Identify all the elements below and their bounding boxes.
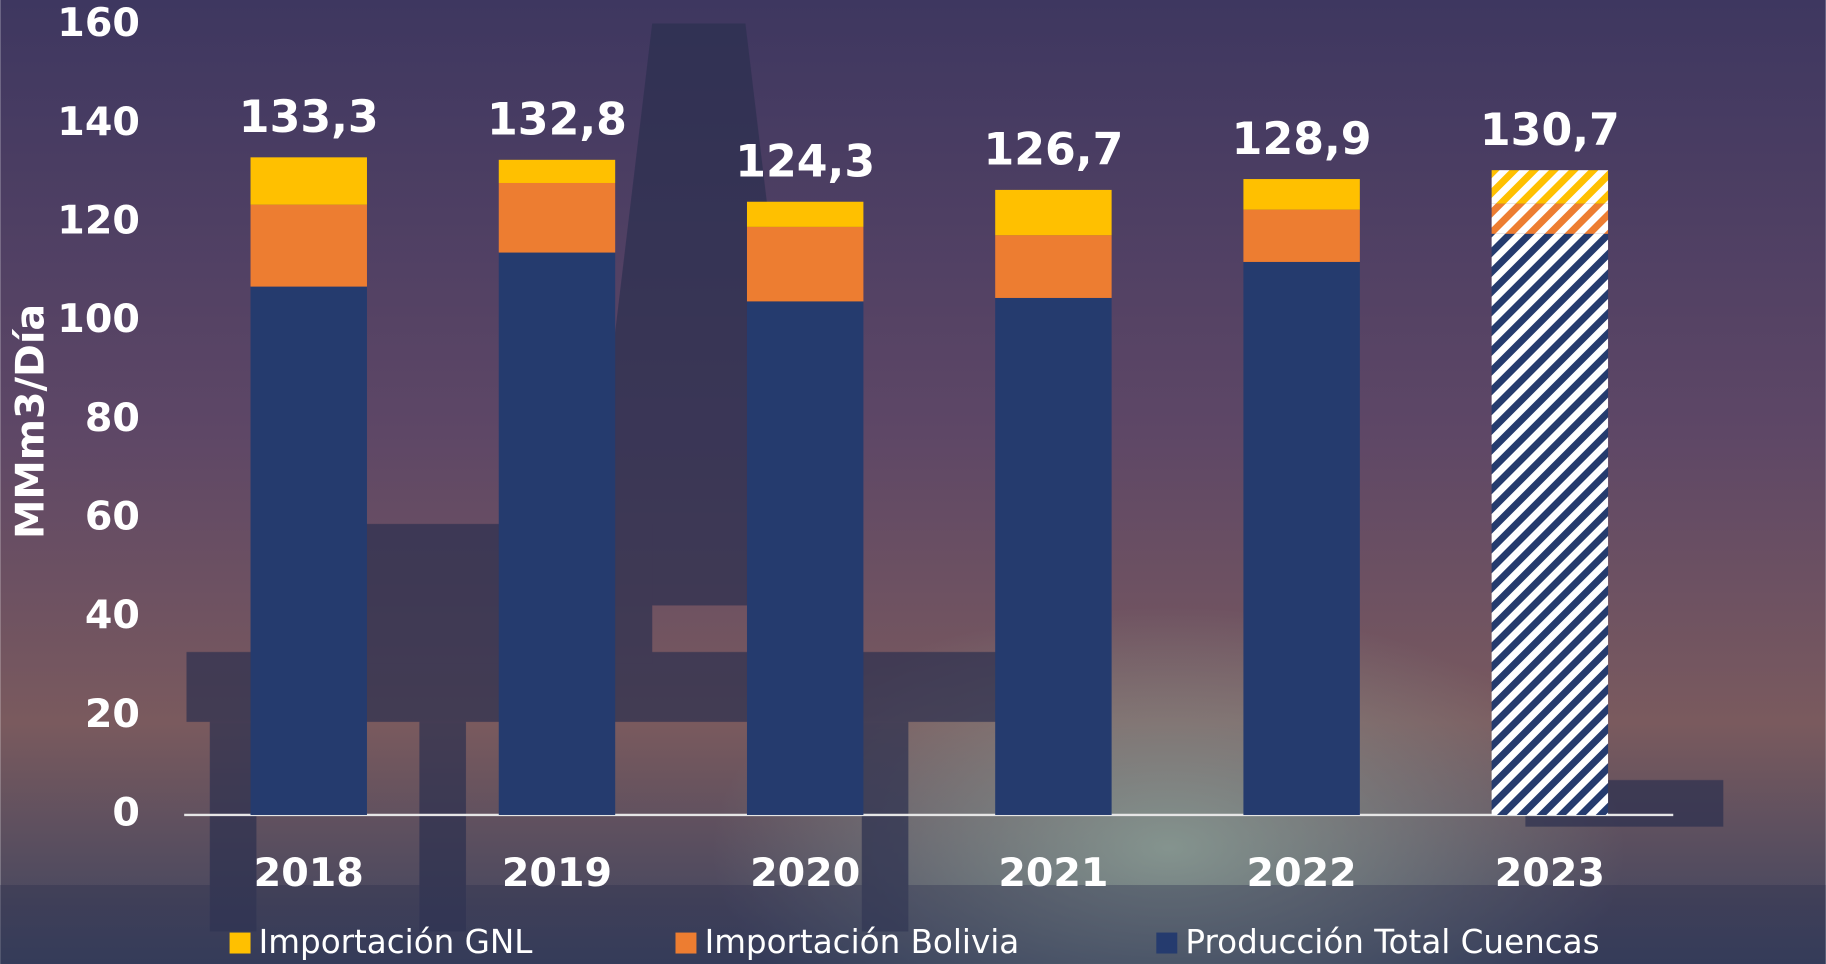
bar-segment <box>995 297 1112 815</box>
bar-segment <box>1491 170 1609 204</box>
bar-segment <box>1243 261 1360 815</box>
bar-segment <box>995 189 1112 236</box>
legend-label: Importación Bolivia <box>705 923 1020 961</box>
bar-segment <box>746 226 864 302</box>
total-label: 133,3 <box>239 92 379 143</box>
bar-segment <box>498 252 616 815</box>
total-label: 128,9 <box>1232 114 1372 165</box>
y-axis-label: MMm3/Día <box>7 304 53 539</box>
x-tick-label: 2023 <box>1495 850 1605 896</box>
bar-segment <box>1243 179 1360 210</box>
y-tick-label: 100 <box>57 296 140 342</box>
total-label: 132,8 <box>487 95 627 146</box>
bar-segment <box>1243 209 1360 262</box>
legend-swatch <box>675 932 697 954</box>
bar-segment <box>746 301 864 815</box>
bar-segment <box>1491 203 1609 234</box>
bar-segment <box>250 204 367 287</box>
bar-segment <box>1491 233 1609 815</box>
bar-segment <box>498 159 616 183</box>
x-tick-label: 2018 <box>254 850 364 896</box>
legend-swatch <box>1156 932 1178 954</box>
y-tick-label: 120 <box>57 197 140 243</box>
y-tick-label: 60 <box>85 493 140 539</box>
x-tick-label: 2019 <box>502 850 612 896</box>
x-tick-label: 2021 <box>998 850 1108 896</box>
legend-label: Importación GNL <box>259 923 533 961</box>
y-tick-label: 20 <box>85 691 140 737</box>
total-label: 124,3 <box>735 136 875 187</box>
total-label: 130,7 <box>1480 105 1620 156</box>
y-tick-label: 0 <box>112 789 140 835</box>
x-tick-label: 2020 <box>750 850 860 896</box>
bar-segment <box>250 157 367 205</box>
bar-segment <box>498 182 616 253</box>
total-label: 126,7 <box>983 125 1123 176</box>
legend-swatch <box>229 932 251 954</box>
y-tick-label: 160 <box>57 0 140 46</box>
y-tick-label: 140 <box>57 99 140 145</box>
y-tick-label: 80 <box>85 395 140 441</box>
bar-segment <box>250 286 367 815</box>
legend-label: Producción Total Cuencas <box>1185 923 1599 961</box>
bar-segment <box>746 201 864 227</box>
x-tick-label: 2022 <box>1247 850 1357 896</box>
y-tick-label: 40 <box>85 592 140 638</box>
bar-segment <box>995 235 1112 298</box>
